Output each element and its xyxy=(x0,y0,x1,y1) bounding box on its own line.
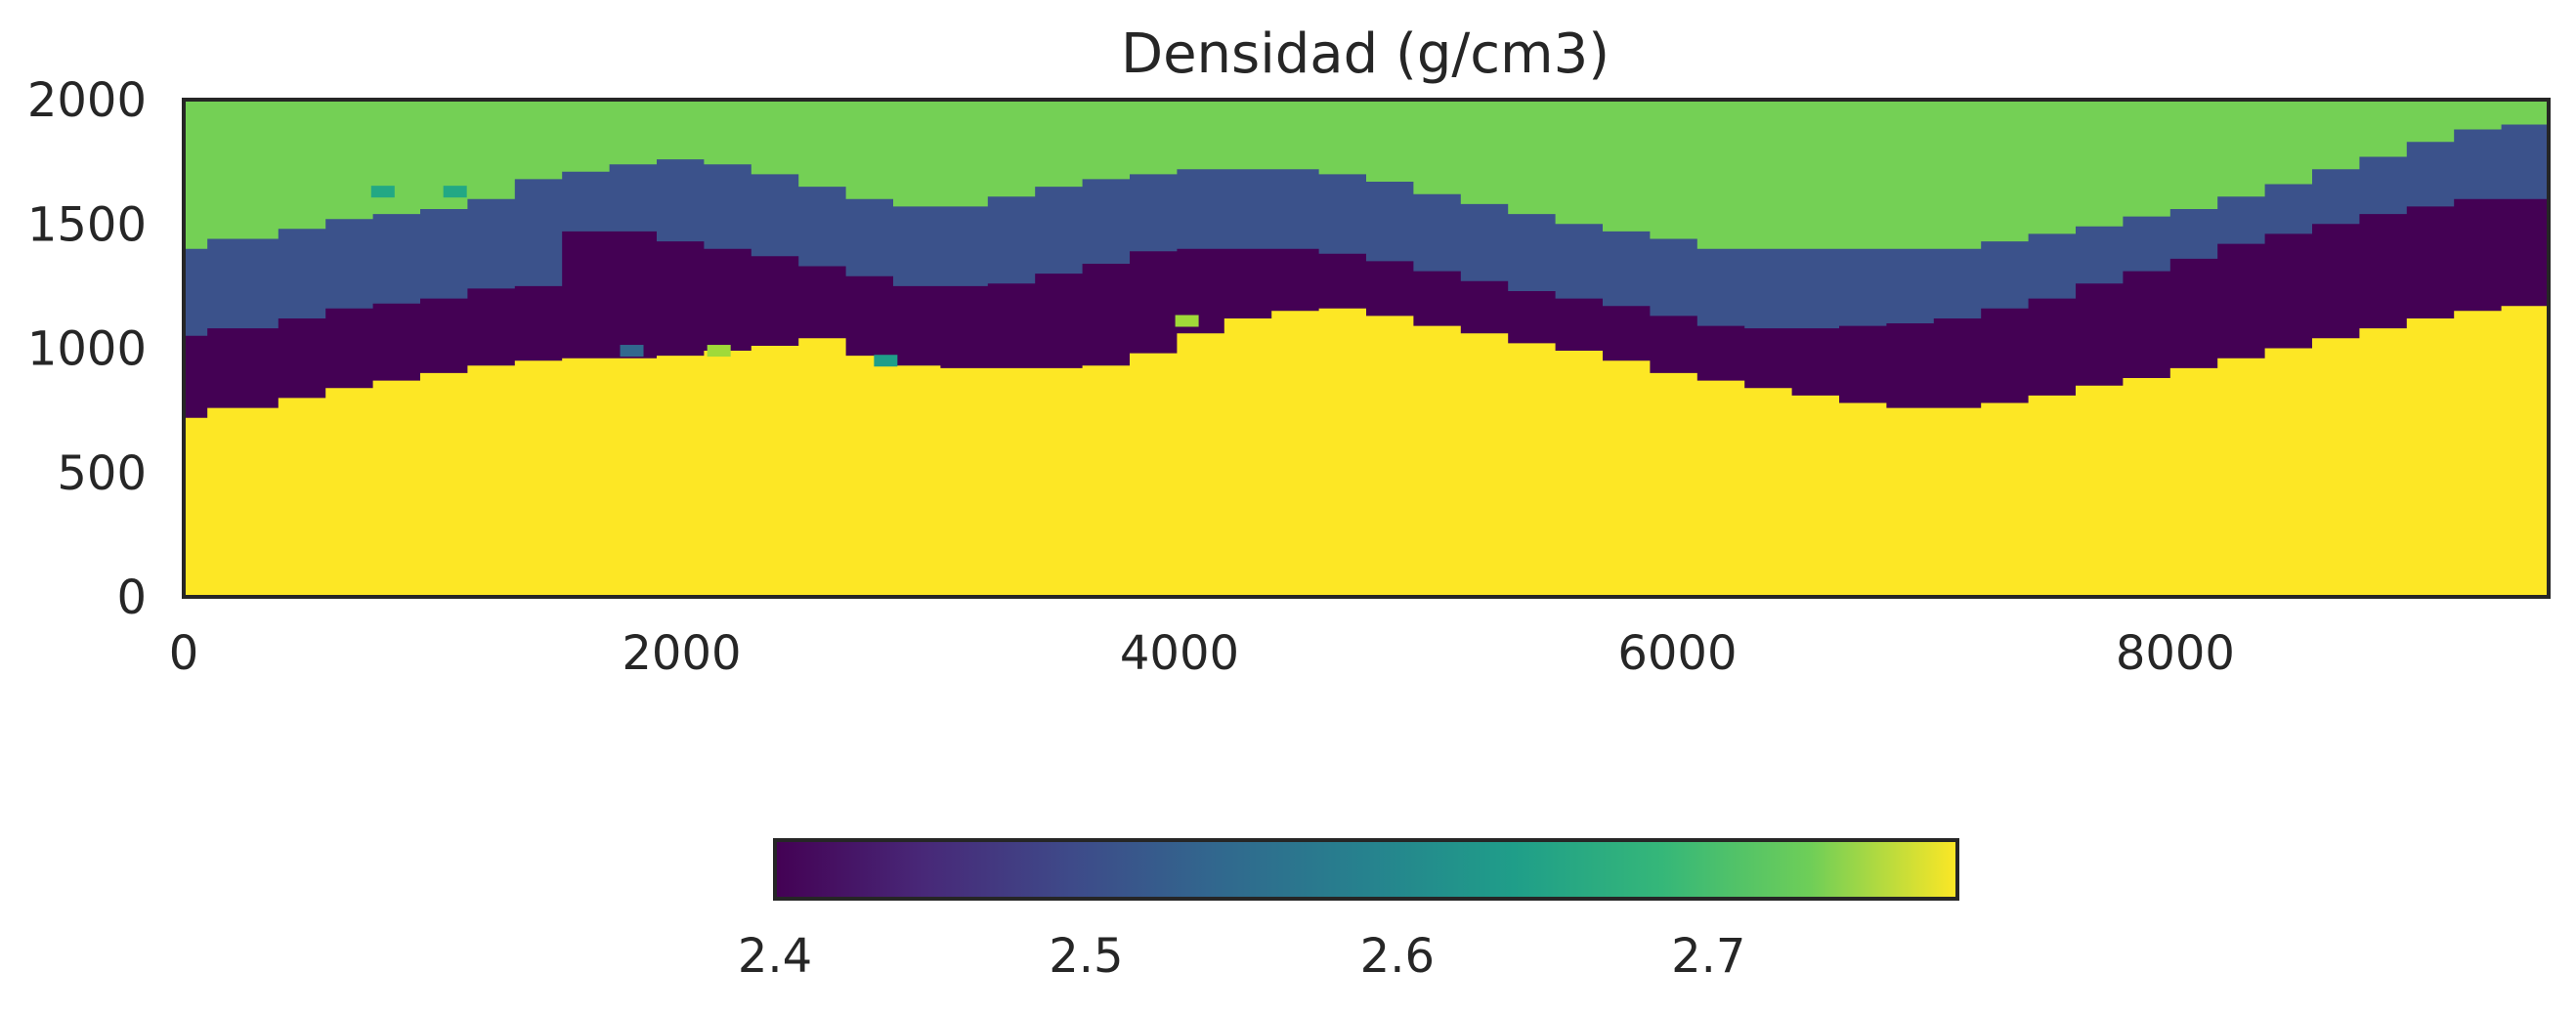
colorbar xyxy=(773,838,1959,901)
y-axis-ticks: 0 500 1000 1500 2000 xyxy=(27,73,147,625)
plot-frame xyxy=(182,98,2551,599)
anomaly-cell xyxy=(370,186,395,198)
plot-area xyxy=(184,100,2549,597)
colorbar-tick-label: 2.6 xyxy=(1360,929,1435,984)
x-tick-label: 4000 xyxy=(1120,626,1239,681)
x-axis-ticks: 0 2000 4000 6000 8000 xyxy=(169,626,2235,681)
y-tick-label: 500 xyxy=(57,446,147,501)
colorbar-tick-label: 2.5 xyxy=(1049,929,1123,984)
anomaly-cell xyxy=(443,186,467,198)
anomaly-cell xyxy=(707,345,731,358)
y-tick-label: 1000 xyxy=(27,322,147,377)
anomaly-cell xyxy=(1175,315,1199,327)
anomaly-cell xyxy=(874,355,898,367)
chart-title: Densidad (g/cm3) xyxy=(1121,22,1610,86)
colorbar-tick-label: 2.7 xyxy=(1671,929,1745,984)
x-tick-label: 0 xyxy=(169,626,199,681)
x-tick-label: 2000 xyxy=(622,626,741,681)
layer-density-2.78 xyxy=(184,306,2549,597)
y-tick-label: 0 xyxy=(116,570,147,625)
x-tick-label: 8000 xyxy=(2116,626,2235,681)
x-tick-label: 6000 xyxy=(1617,626,1737,681)
y-tick-label: 2000 xyxy=(27,73,147,128)
colorbar-tick-label: 2.4 xyxy=(738,929,812,984)
y-tick-label: 1500 xyxy=(27,197,147,252)
anomaly-cell xyxy=(620,345,644,358)
colorbar-ticks: 2.4 2.5 2.6 2.7 xyxy=(738,929,1746,984)
